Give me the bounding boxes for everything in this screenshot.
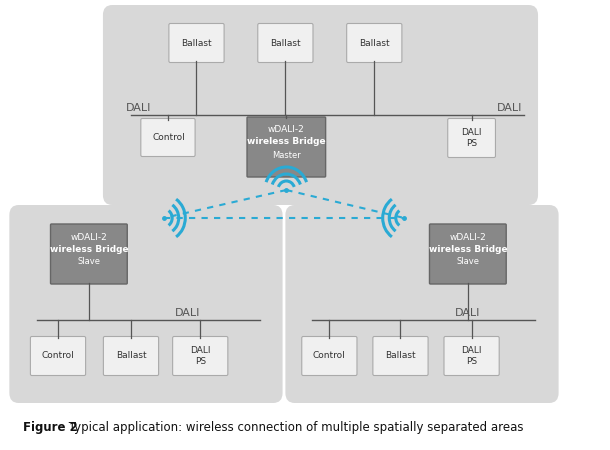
Text: Slave: Slave — [456, 256, 479, 266]
Text: Control: Control — [152, 132, 185, 141]
FancyBboxPatch shape — [346, 23, 402, 63]
Text: wireless Bridge: wireless Bridge — [49, 244, 128, 253]
Text: Control: Control — [313, 351, 346, 360]
Text: Ballast: Ballast — [359, 39, 390, 48]
Text: Ballast: Ballast — [270, 39, 301, 48]
FancyBboxPatch shape — [103, 5, 538, 205]
Text: DALI: DALI — [455, 308, 481, 318]
FancyBboxPatch shape — [30, 337, 85, 375]
FancyBboxPatch shape — [302, 337, 357, 375]
Text: Control: Control — [41, 351, 74, 360]
Text: Ballast: Ballast — [116, 351, 146, 360]
FancyBboxPatch shape — [373, 337, 428, 375]
Text: DALI
PS: DALI PS — [461, 128, 482, 148]
Text: wDALI-2: wDALI-2 — [71, 233, 107, 242]
Text: wDALI-2: wDALI-2 — [268, 126, 305, 135]
FancyBboxPatch shape — [9, 205, 282, 403]
Text: wireless Bridge: wireless Bridge — [247, 138, 326, 147]
Text: Master: Master — [272, 150, 301, 159]
Text: DALI: DALI — [174, 308, 200, 318]
Text: DALI
PS: DALI PS — [461, 346, 482, 366]
Text: wDALI-2: wDALI-2 — [450, 233, 486, 242]
Text: Ballast: Ballast — [385, 351, 416, 360]
FancyBboxPatch shape — [103, 337, 159, 375]
FancyBboxPatch shape — [448, 118, 495, 158]
FancyBboxPatch shape — [247, 117, 326, 177]
FancyBboxPatch shape — [169, 23, 224, 63]
Text: Figure 2: Figure 2 — [23, 422, 78, 435]
FancyBboxPatch shape — [444, 337, 499, 375]
Text: Typical application: wireless connection of multiple spatially separated areas: Typical application: wireless connection… — [65, 422, 523, 435]
Text: wireless Bridge: wireless Bridge — [429, 244, 507, 253]
Text: DALI: DALI — [497, 103, 522, 113]
FancyBboxPatch shape — [429, 224, 506, 284]
Text: DALI: DALI — [126, 103, 152, 113]
FancyBboxPatch shape — [51, 224, 127, 284]
Text: DALI
PS: DALI PS — [190, 346, 210, 366]
FancyBboxPatch shape — [258, 23, 313, 63]
FancyBboxPatch shape — [141, 118, 195, 157]
Text: Ballast: Ballast — [181, 39, 212, 48]
Text: Slave: Slave — [77, 256, 101, 266]
FancyBboxPatch shape — [173, 337, 228, 375]
FancyBboxPatch shape — [285, 205, 559, 403]
